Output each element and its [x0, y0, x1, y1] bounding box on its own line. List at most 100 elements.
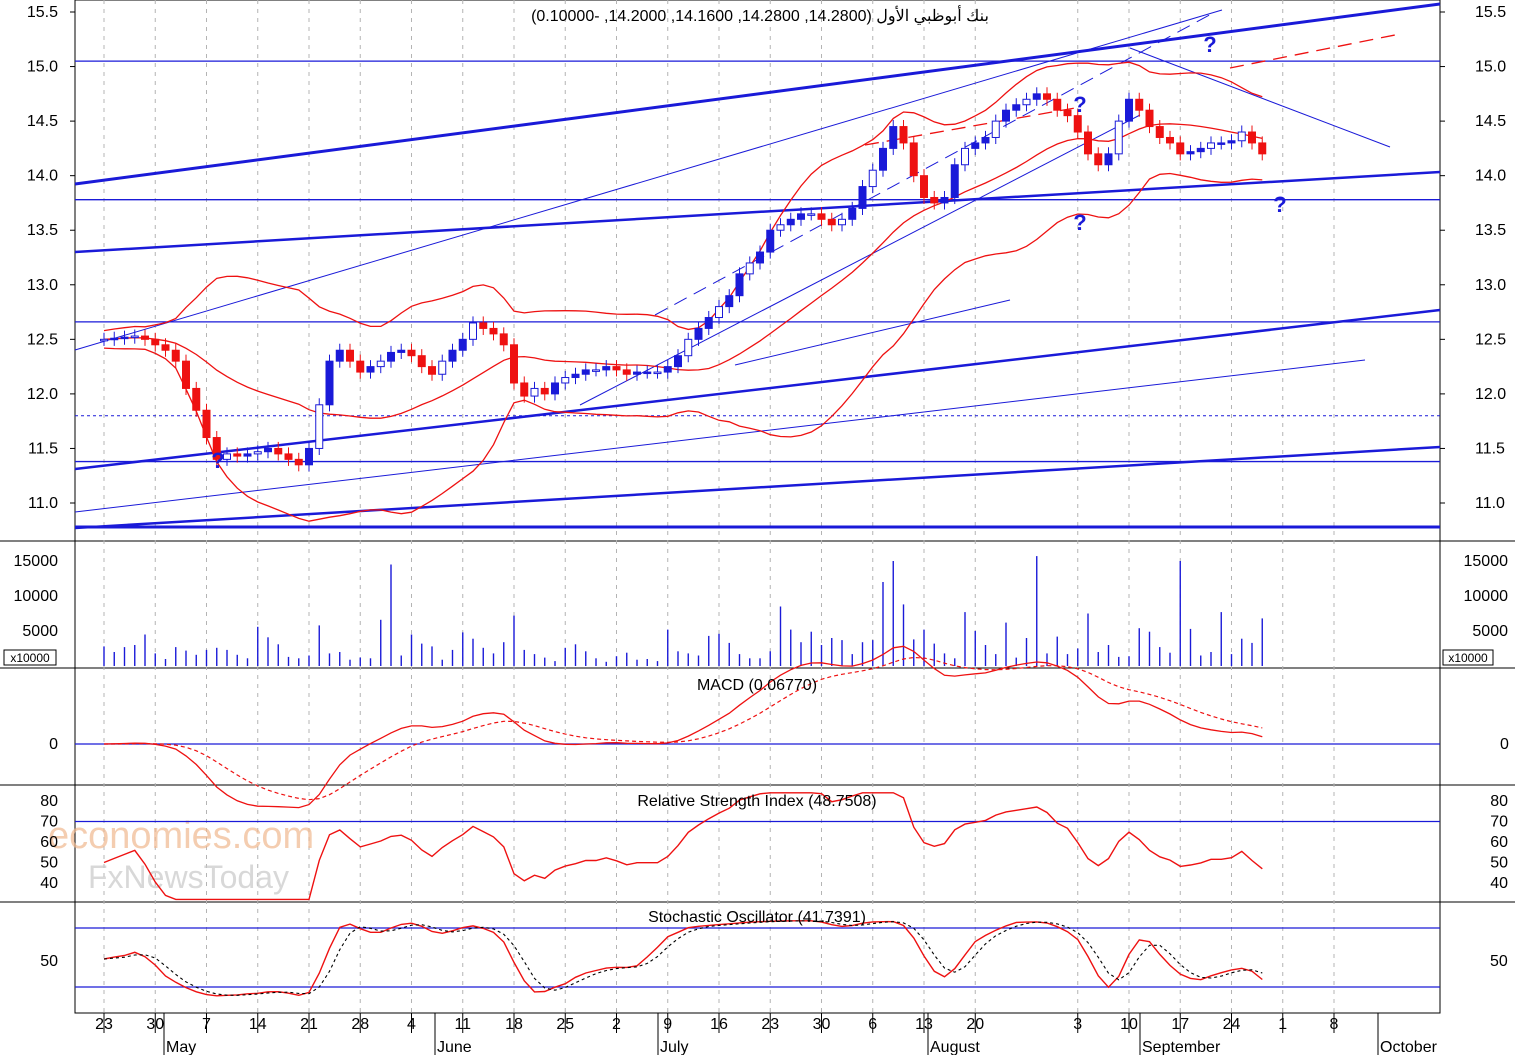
panel-frames: [0, 0, 1515, 1014]
price-tick-right: 14.5: [1475, 113, 1506, 130]
rsi-tick-right: 80: [1490, 793, 1508, 810]
x-tick-label: 13: [915, 1016, 933, 1033]
price-tick-left: 15.0: [27, 59, 58, 76]
candle-body: [253, 451, 262, 455]
trend-line: [734, 299, 1011, 366]
rsi-title: Relative Strength Index (48.7508): [637, 793, 876, 810]
candle-body: [192, 387, 201, 411]
x-tick-label: 4: [407, 1016, 416, 1033]
candle-body: [1084, 131, 1092, 155]
x-tick-label: 6: [868, 1016, 877, 1033]
candle-body: [961, 147, 969, 166]
candle-body: [581, 369, 590, 375]
rsi-tick-left: 60: [40, 834, 58, 851]
candle-body: [797, 213, 805, 220]
candle-body: [305, 447, 313, 466]
candle-body: [848, 207, 857, 220]
trend-line: [1129, 47, 1391, 148]
candle-body: [161, 344, 170, 351]
candle-body: [756, 251, 764, 264]
candle-body: [387, 351, 395, 362]
candle-body: [212, 437, 221, 460]
rsi-tick-left: 40: [40, 875, 58, 892]
rsi-tick-right: 60: [1490, 834, 1508, 851]
candle-body: [1002, 109, 1010, 122]
stochastic-tick-left: 50: [40, 953, 58, 970]
macd-signal-line: [104, 656, 1263, 801]
lower-band-line: [103, 172, 1263, 522]
candle-body: [971, 142, 980, 149]
price-tick-right: 14.0: [1475, 168, 1506, 185]
candle-body: [458, 338, 467, 351]
price-tick-left: 13.0: [27, 277, 58, 294]
x-tick-label: 28: [351, 1016, 369, 1033]
candle-body: [612, 366, 621, 371]
macd-title: MACD (0.06770): [697, 677, 817, 694]
candle-body: [397, 349, 406, 353]
candle-body: [909, 142, 918, 177]
candle-body: [653, 371, 662, 375]
month-label: May: [166, 1039, 196, 1055]
volume-tick-left: 5000: [22, 623, 58, 640]
candle-body: [1145, 109, 1154, 128]
x-tick-label: 18: [505, 1016, 523, 1033]
candle-body: [879, 147, 887, 171]
candle-body: [551, 382, 559, 395]
candle-body: [602, 366, 611, 371]
candle-body: [1248, 131, 1256, 144]
candle-body: [223, 453, 231, 460]
candle-body: [171, 349, 180, 362]
candle-body: [745, 262, 754, 275]
candle-body: [151, 338, 160, 346]
question-mark: ?: [1273, 192, 1286, 217]
candle-body: [407, 349, 416, 357]
candle-body: [100, 338, 108, 342]
candle-body: [827, 218, 836, 226]
candle-body: [1125, 98, 1133, 122]
upper-band-line: [103, 61, 1263, 332]
stochastic-d-line: [103, 920, 1263, 996]
stochastic-k-line: [103, 920, 1263, 997]
candle-body: [858, 186, 867, 209]
macd-tick-right: 0: [1500, 736, 1509, 753]
price-tick-right: 15.5: [1475, 4, 1506, 21]
candle-body: [981, 136, 990, 144]
x-tick-label: 2: [612, 1016, 621, 1033]
candle-body: [325, 360, 334, 406]
stochastic-title: Stochastic Oscillator (41.7391): [648, 909, 866, 926]
candle-body: [1227, 140, 1236, 144]
candle-body: [243, 453, 252, 457]
rsi-tick-right: 70: [1490, 814, 1508, 831]
candle-body: [202, 409, 211, 439]
candle-body: [1114, 120, 1123, 155]
stochastic-panel: [75, 920, 1440, 997]
candle-body: [950, 164, 959, 198]
price-tick-left: 12.0: [27, 386, 58, 403]
x-tick-label: 24: [1223, 1016, 1241, 1033]
question-mark: ?: [211, 448, 224, 473]
axes: 11.0 11.0 11.5 11.5 12.0 12.0 12.5 12.5 13.0 13.0…: [3, 4, 1509, 1055]
trend-line: [74, 359, 1366, 513]
volume-tick-right: 15000: [1464, 553, 1509, 570]
candle-body: [889, 126, 898, 149]
candle-body: [520, 382, 529, 397]
candle-body: [1053, 98, 1062, 111]
candle-body: [930, 196, 939, 204]
candle-body: [838, 218, 846, 226]
candle-body: [264, 447, 272, 453]
candle-body: [735, 273, 744, 297]
candle-body: [807, 213, 816, 216]
volume-panel: [103, 556, 1263, 666]
candle-body: [899, 126, 908, 144]
rsi-tick-right: 40: [1490, 875, 1508, 892]
candle-body: [725, 295, 734, 308]
candle-body: [633, 371, 641, 375]
candle-body: [643, 371, 652, 375]
x-tick-label: 8: [1330, 1016, 1339, 1033]
candle-body: [694, 327, 703, 340]
x-tick-label: 11: [454, 1016, 471, 1033]
x-tick-label: 9: [663, 1016, 672, 1033]
chart-title: بنك أبوظبي الأول (14.2800, 14.2800, 14.1…: [531, 5, 989, 25]
candle-body: [469, 322, 477, 340]
